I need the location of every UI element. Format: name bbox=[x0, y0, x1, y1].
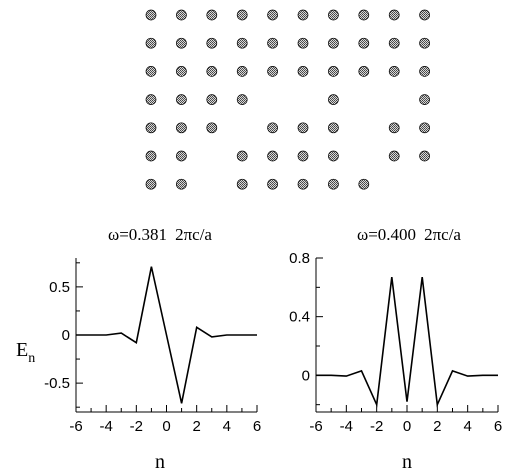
left-chart-x-axis-label: n bbox=[155, 451, 165, 470]
lattice-rod bbox=[328, 178, 339, 190]
lattice-rod bbox=[176, 37, 187, 49]
left-chart-y-axis-label: En bbox=[16, 339, 35, 366]
lattice-rod bbox=[388, 37, 400, 49]
lattice-rod bbox=[358, 37, 370, 49]
lattice-rod bbox=[206, 122, 218, 134]
lattice-rod bbox=[297, 178, 309, 190]
lattice-rod bbox=[236, 66, 248, 77]
right-chart-y-tick-label: 0 bbox=[302, 367, 310, 384]
lattice-rod bbox=[267, 66, 278, 77]
left-chart-x-tick-label: 2 bbox=[192, 418, 200, 435]
lattice-rod bbox=[206, 37, 218, 49]
right-chart-x-tick-label: -2 bbox=[370, 418, 383, 435]
lattice-rod bbox=[267, 122, 278, 134]
lattice-rod bbox=[328, 94, 339, 105]
right-chart-x-tick-label: 2 bbox=[433, 418, 441, 435]
lattice-rod bbox=[358, 66, 370, 77]
left-chart-x-tick-label: -6 bbox=[69, 418, 82, 435]
left-chart-x-tick-label: -4 bbox=[99, 418, 112, 435]
lattice-rod bbox=[145, 66, 157, 77]
photonic-crystal-lattice bbox=[145, 9, 430, 190]
right-chart-x-tick-label: -4 bbox=[340, 418, 353, 435]
lattice-rod bbox=[236, 150, 248, 162]
lattice-rod bbox=[206, 66, 218, 77]
right-chart-x-tick-label: 6 bbox=[494, 418, 502, 435]
lattice-rod bbox=[419, 122, 430, 134]
lattice-rod bbox=[236, 178, 248, 190]
right-chart-y-tick-label: 0.4 bbox=[289, 309, 310, 326]
lattice-rod bbox=[388, 66, 400, 77]
lattice-rod bbox=[297, 66, 309, 77]
lattice-rod bbox=[419, 66, 430, 77]
lattice-rod bbox=[176, 178, 187, 190]
lattice-rod bbox=[297, 150, 309, 162]
lattice-rod bbox=[419, 94, 430, 105]
lattice-rod bbox=[297, 9, 309, 21]
left-chart-y-tick-label: -0.5 bbox=[44, 375, 70, 392]
lattice-rod bbox=[176, 94, 187, 105]
lattice-rod bbox=[328, 150, 339, 162]
lattice-rod bbox=[206, 9, 218, 21]
right-chart-x-tick-label: 0 bbox=[403, 418, 411, 435]
right-chart-title-frequency: ω=0.400 bbox=[357, 225, 416, 244]
lattice-rod bbox=[358, 178, 370, 190]
left-field-profile-chart: ω=0.381 2πc/a En n -6 -4 -2 0 2 4 6 0.5 0 -0.5 bbox=[16, 225, 261, 470]
lattice-rod bbox=[388, 9, 400, 21]
lattice-rod bbox=[267, 178, 278, 190]
left-chart-title: ω=0.381 2πc/a bbox=[108, 225, 212, 244]
lattice-rod bbox=[236, 94, 248, 105]
lattice-rod bbox=[206, 94, 218, 105]
lattice-rod bbox=[328, 122, 339, 134]
lattice-rod bbox=[236, 9, 248, 21]
lattice-rod bbox=[145, 122, 157, 134]
lattice-rod bbox=[267, 9, 278, 21]
left-chart-title-frequency: ω=0.381 bbox=[108, 225, 167, 244]
left-chart-x-tick-label: 4 bbox=[223, 418, 231, 435]
lattice-rod bbox=[328, 37, 339, 49]
right-chart-title: ω=0.400 2πc/a bbox=[357, 225, 461, 244]
right-chart-field-line bbox=[316, 277, 498, 408]
lattice-rod bbox=[328, 66, 339, 77]
lattice-rod bbox=[145, 150, 157, 162]
left-chart-y-axis-label-base: E bbox=[16, 339, 28, 361]
lattice-rod bbox=[388, 150, 400, 162]
lattice-rod bbox=[297, 122, 309, 134]
lattice-rod bbox=[297, 37, 309, 49]
lattice-rod bbox=[176, 66, 187, 77]
right-field-profile-chart: ω=0.400 2πc/a n -6 -4 -2 0 2 4 6 0.8 0.4 0 bbox=[289, 225, 502, 470]
right-chart-x-tick-label: -6 bbox=[309, 418, 322, 435]
lattice-rod bbox=[145, 178, 157, 190]
lattice-rod bbox=[145, 9, 157, 21]
lattice-rod bbox=[358, 9, 370, 21]
right-chart-x-axis-label: n bbox=[402, 451, 412, 470]
left-chart-x-tick-label: 0 bbox=[162, 418, 170, 435]
lattice-rod bbox=[176, 150, 187, 162]
left-chart-y-tick-label: 0.5 bbox=[49, 279, 70, 296]
left-chart-y-axis-label-subscript: n bbox=[28, 351, 35, 366]
left-chart-x-tick-label: -2 bbox=[130, 418, 143, 435]
lattice-rod bbox=[419, 37, 430, 49]
lattice-rod bbox=[388, 122, 400, 134]
right-chart-title-unit: 2πc/a bbox=[424, 225, 461, 244]
lattice-rod bbox=[419, 150, 430, 162]
left-chart-field-line bbox=[76, 266, 257, 404]
lattice-rod bbox=[267, 37, 278, 49]
right-chart-x-tick-label: 4 bbox=[463, 418, 471, 435]
lattice-rod bbox=[267, 150, 278, 162]
lattice-rod bbox=[236, 37, 248, 49]
right-chart-y-tick-label: 0.8 bbox=[289, 250, 310, 267]
left-chart-x-tick-label: 6 bbox=[253, 418, 261, 435]
left-chart-y-tick-label: 0 bbox=[62, 327, 70, 344]
lattice-rod bbox=[328, 9, 339, 21]
lattice-rod bbox=[145, 94, 157, 105]
left-chart-title-unit: 2πc/a bbox=[175, 225, 212, 244]
lattice-rod bbox=[419, 9, 430, 21]
lattice-rod bbox=[145, 37, 157, 49]
lattice-rod bbox=[176, 122, 187, 134]
lattice-rod bbox=[176, 9, 187, 21]
